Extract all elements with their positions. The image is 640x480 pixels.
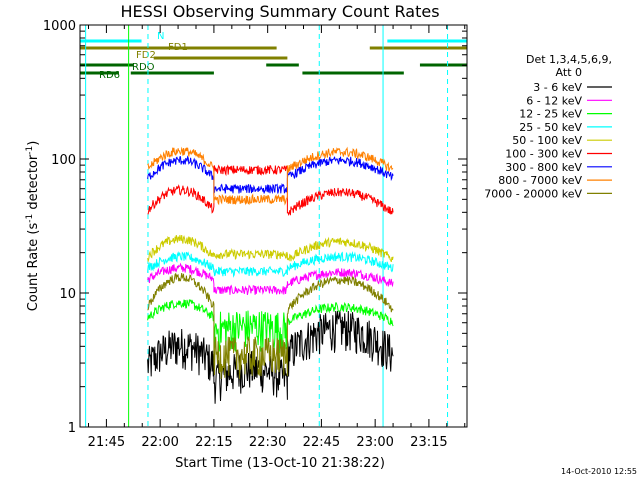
y-tick-label: 1 [68,421,76,436]
series-line-50-100-kev [147,234,394,263]
legend-label-300-800-kev: 300 - 800 keV [505,161,582,174]
chart-title: HESSI Observing Summary Count Rates [120,2,439,21]
x-tick-label: 22:45 [303,435,340,450]
x-tick-label: 22:15 [195,435,232,450]
y-tick-label: 10 [59,287,76,302]
legend-label-50-100-kev: 50 - 100 keV [512,134,582,147]
legend-label-800-7000-kev: 800 - 7000 keV [498,174,582,187]
legend-label-3-6-kev: 3 - 6 keV [533,81,582,94]
x-axis-ticks: 21:45 22:00 22:15 22:30 22:45 23:00 23:15 [88,25,466,450]
series-line-300-800-kev [147,155,394,195]
x-tick-label: 23:15 [410,435,447,450]
flag-label-n: N [157,31,164,42]
flag-label-fd1: FD1 [168,42,188,53]
legend-label-25-50-kev: 25 - 50 keV [519,121,582,134]
series-line-6-12-kev [147,262,394,296]
flag-label-fd2: FD2 [136,50,156,61]
flag-label-rdo: RDO [132,62,155,73]
y-tick-label: 1000 [43,19,76,34]
legend-header-line-1: Det 1,3,4,5,6,9, [526,53,612,66]
x-tick-label: 23:00 [356,435,393,450]
series-line-12-25-kev [147,299,394,354]
y-tick-label: 100 [51,153,76,168]
flag-label-rd6: RD6 [99,70,120,81]
legend-label-6-12-kev: 6 - 12 keV [526,94,582,107]
x-axis-label: Start Time (13-Oct-10 21:38:22) [175,456,385,471]
series-line-100-300-kev [147,164,394,217]
timestamp: 14-Oct-2010 12:55 [561,467,637,476]
series-layer [147,146,394,404]
x-tick-label: 22:30 [249,435,286,450]
x-tick-label: 21:45 [88,435,125,450]
x-tick-label: 22:00 [141,435,178,450]
plot-frame [79,24,468,428]
series-line-800-7000-kev [147,146,394,206]
legend-header-line-2: Att 0 [556,66,582,79]
legend-label-100-300-kev: 100 - 300 keV [505,148,582,161]
legend-label-7000-20000-kev: 7000 - 20000 keV [484,187,582,200]
series-line-25-50-kev [147,250,394,278]
series-line-7000-20000-kev [147,272,394,380]
legend-label-12-25-kev: 12 - 25 keV [519,108,582,121]
y-axis-label: Count Rate (s-1 detector-1) [25,141,41,312]
y-axis-ticks: 1 10 100 1000 [43,19,467,436]
